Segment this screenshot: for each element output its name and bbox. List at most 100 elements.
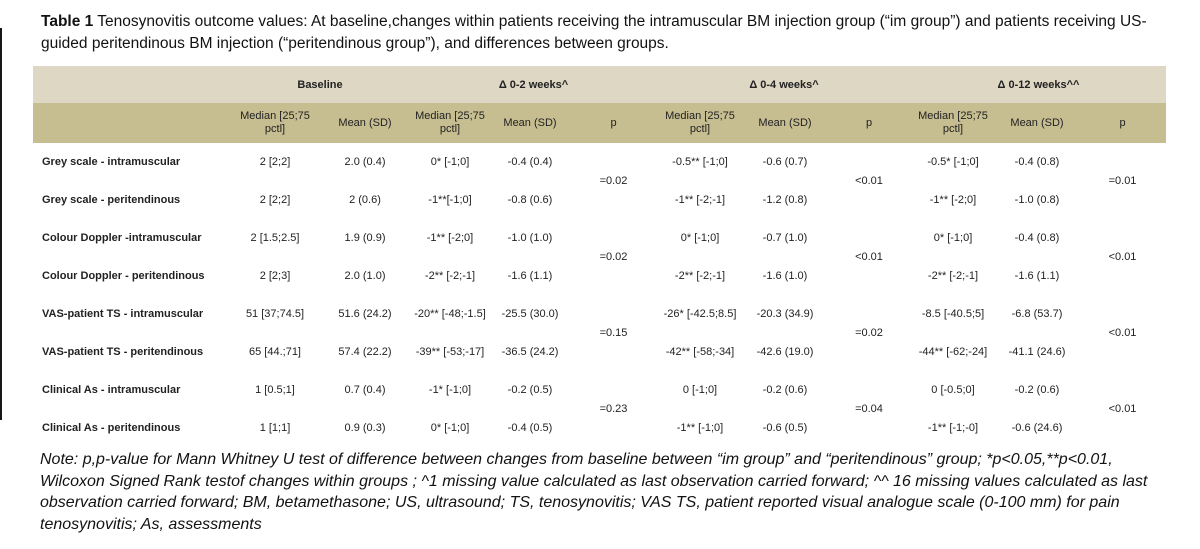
baseline-mean-cell: 1.9 (0.9) xyxy=(320,219,410,257)
baseline-median-cell: 1 [0.5;1] xyxy=(230,371,320,409)
d04-mean-cell: -0.2 (0.6) xyxy=(743,371,827,409)
footnote: Note: p,p-value for Mann Whitney U test … xyxy=(40,451,1148,533)
subheader-cell: Median [25;75 pctl] xyxy=(657,103,743,143)
table-row: Clinical As - peritendinous 1 [1;1] 0.9 (0… xyxy=(33,409,1166,447)
d12-median-cell: 0* [-1;0] xyxy=(911,219,995,257)
d04-median-cell: 0 [-1;0] xyxy=(657,371,743,409)
table-caption: Table 1 Tenosynovitis outcome values: At… xyxy=(41,11,1147,54)
table-caption-label: Table 1 xyxy=(41,13,94,30)
d04-p-cell: <0.01 xyxy=(827,219,911,295)
subheader-cell: Median [25;75 pctl] xyxy=(230,103,320,143)
d12-p-cell: <0.01 xyxy=(1079,371,1167,447)
row-label-cell: Clinical As - intramuscular xyxy=(33,371,230,409)
row-label-cell: VAS-patient TS - peritendinous xyxy=(33,333,230,371)
d04-median-cell: -1** [-2;-1] xyxy=(657,181,743,219)
baseline-median-cell: 65 [44.;71] xyxy=(230,333,320,371)
d12-median-cell: -1** [-1;-0] xyxy=(911,409,995,447)
row-label-cell: Colour Doppler - peritendinous xyxy=(33,257,230,295)
d12-median-cell: -2** [-2;-1] xyxy=(911,257,995,295)
d12-mean-cell: -1.6 (1.1) xyxy=(995,257,1079,295)
header-group-row: Baseline Δ 0-2 weeks^ Δ 0-4 weeks^ Δ 0-12 w… xyxy=(33,66,1167,103)
header-group-cell: Δ 0-4 weeks^ xyxy=(657,66,911,103)
table-row: Clinical As - intramuscular 1 [0.5;1] 0.7 … xyxy=(33,371,1167,447)
subheader-cell: Median [25;75 pctl] xyxy=(410,103,490,143)
d12-p-cell: =0.01 xyxy=(1079,143,1167,219)
d04-mean-cell: -0.7 (1.0) xyxy=(743,219,827,257)
d02-median-cell: 0* [-1;0] xyxy=(410,409,490,447)
d04-mean-cell: -20.3 (34.9) xyxy=(743,295,827,333)
row-label-cell: Grey scale - intramuscular xyxy=(33,143,230,181)
d12-median-cell: -44** [-62;-24] xyxy=(911,333,995,371)
table-row: VAS-patient TS - intramuscular 51 [37;74.… xyxy=(33,295,1167,371)
d04-mean-cell: -1.2 (0.8) xyxy=(743,181,827,219)
d02-mean-cell: -0.4 (0.5) xyxy=(490,409,570,447)
subheader-cell: Mean (SD) xyxy=(995,103,1079,143)
d04-median-cell: 0* [-1;0] xyxy=(657,219,743,257)
header-sub-row: Median [25;75 pctl] Mean (SD) Median [25;7… xyxy=(33,103,1167,143)
row-label-cell: Clinical As - peritendinous xyxy=(33,409,230,447)
header-group-cell: Δ 0-12 weeks^^ xyxy=(911,66,1167,103)
d02-p-cell: =0.15 xyxy=(570,295,657,371)
d02-median-cell: -2** [-2;-1] xyxy=(410,257,490,295)
subheader-cell: p xyxy=(1079,103,1167,143)
header-group-cell: Baseline xyxy=(230,66,410,103)
subheader-cell: Median [25;75 pctl] xyxy=(911,103,995,143)
d04-p-cell: =0.04 xyxy=(827,371,911,447)
d12-median-cell: 0 [-0.5;0] xyxy=(911,371,995,409)
d12-mean-cell: -0.4 (0.8) xyxy=(995,143,1079,181)
d04-median-cell: -26* [-42.5;8.5] xyxy=(657,295,743,333)
row-label-cell: VAS-patient TS - intramuscular xyxy=(33,295,230,333)
d04-p-cell: <0.01 xyxy=(827,143,911,219)
subheader-empty-cell xyxy=(33,103,230,143)
d02-mean-cell: -0.2 (0.5) xyxy=(490,371,570,409)
baseline-mean-cell: 2.0 (0.4) xyxy=(320,143,410,181)
baseline-median-cell: 2 [2;3] xyxy=(230,257,320,295)
d12-median-cell: -8.5 [-40.5;5] xyxy=(911,295,995,333)
header-group-cell: Δ 0-2 weeks^ xyxy=(410,66,657,103)
table-header: Baseline Δ 0-2 weeks^ Δ 0-4 weeks^ Δ 0-12 w… xyxy=(33,66,1167,143)
table-row: Grey scale - intramuscular 2 [2;2] 2.0 (0.… xyxy=(33,143,1167,219)
d04-median-cell: -2** [-2;-1] xyxy=(657,257,743,295)
d02-mean-cell: -25.5 (30.0) xyxy=(490,295,570,333)
d02-mean-cell: -0.8 (0.6) xyxy=(490,181,570,219)
baseline-mean-cell: 0.9 (0.3) xyxy=(320,409,410,447)
d02-p-cell: =0.23 xyxy=(570,371,657,447)
d12-p-cell: <0.01 xyxy=(1079,219,1167,295)
d02-median-cell: -1** [-2;0] xyxy=(410,219,490,257)
d02-p-cell: =0.02 xyxy=(570,219,657,295)
baseline-median-cell: 2 [1.5;2.5] xyxy=(230,219,320,257)
d04-mean-cell: -42.6 (19.0) xyxy=(743,333,827,371)
d04-mean-cell: -1.6 (1.0) xyxy=(743,257,827,295)
subheader-cell: Mean (SD) xyxy=(490,103,570,143)
subheader-cell: Mean (SD) xyxy=(320,103,410,143)
d02-median-cell: -1* [-1;0] xyxy=(410,371,490,409)
d04-median-cell: -42** [-58;-34] xyxy=(657,333,743,371)
baseline-mean-cell: 2 (0.6) xyxy=(320,181,410,219)
row-label-cell: Grey scale - peritendinous xyxy=(33,181,230,219)
d12-mean-cell: -1.0 (0.8) xyxy=(995,181,1079,219)
d02-median-cell: -20** [-48;-1.5] xyxy=(410,295,490,333)
table-row: Colour Doppler -intramuscular 2 [1.5;2.5]… xyxy=(33,219,1167,295)
d02-median-cell: 0* [-1;0] xyxy=(410,143,490,181)
d02-mean-cell: -1.0 (1.0) xyxy=(490,219,570,257)
d12-mean-cell: -0.6 (24.6) xyxy=(995,409,1079,447)
header-corner-cell xyxy=(33,66,230,103)
baseline-mean-cell: 51.6 (24.2) xyxy=(320,295,410,333)
d04-p-cell: =0.02 xyxy=(827,295,911,371)
subheader-cell: Mean (SD) xyxy=(743,103,827,143)
table-caption-text: Tenosynovitis outcome values: At baselin… xyxy=(41,13,1147,52)
baseline-mean-cell: 0.7 (0.4) xyxy=(320,371,410,409)
baseline-median-cell: 2 [2;2] xyxy=(230,143,320,181)
d02-mean-cell: -1.6 (1.1) xyxy=(490,257,570,295)
d04-mean-cell: -0.6 (0.5) xyxy=(743,409,827,447)
table-body: Grey scale - intramuscular 2 [2;2] 2.0 (0.… xyxy=(33,143,1167,447)
baseline-median-cell: 2 [2;2] xyxy=(230,181,320,219)
d02-median-cell: -39** [-53;-17] xyxy=(410,333,490,371)
d04-median-cell: -1** [-1;0] xyxy=(657,409,743,447)
d02-median-cell: -1**[-1;0] xyxy=(410,181,490,219)
d12-mean-cell: -0.4 (0.8) xyxy=(995,219,1079,257)
d12-median-cell: -1** [-2;0] xyxy=(911,181,995,219)
d12-mean-cell: -0.2 (0.6) xyxy=(995,371,1079,409)
table-row: Colour Doppler - peritendinous 2 [2;3] 2.0… xyxy=(33,257,1166,295)
d04-median-cell: -0.5** [-1;0] xyxy=(657,143,743,181)
